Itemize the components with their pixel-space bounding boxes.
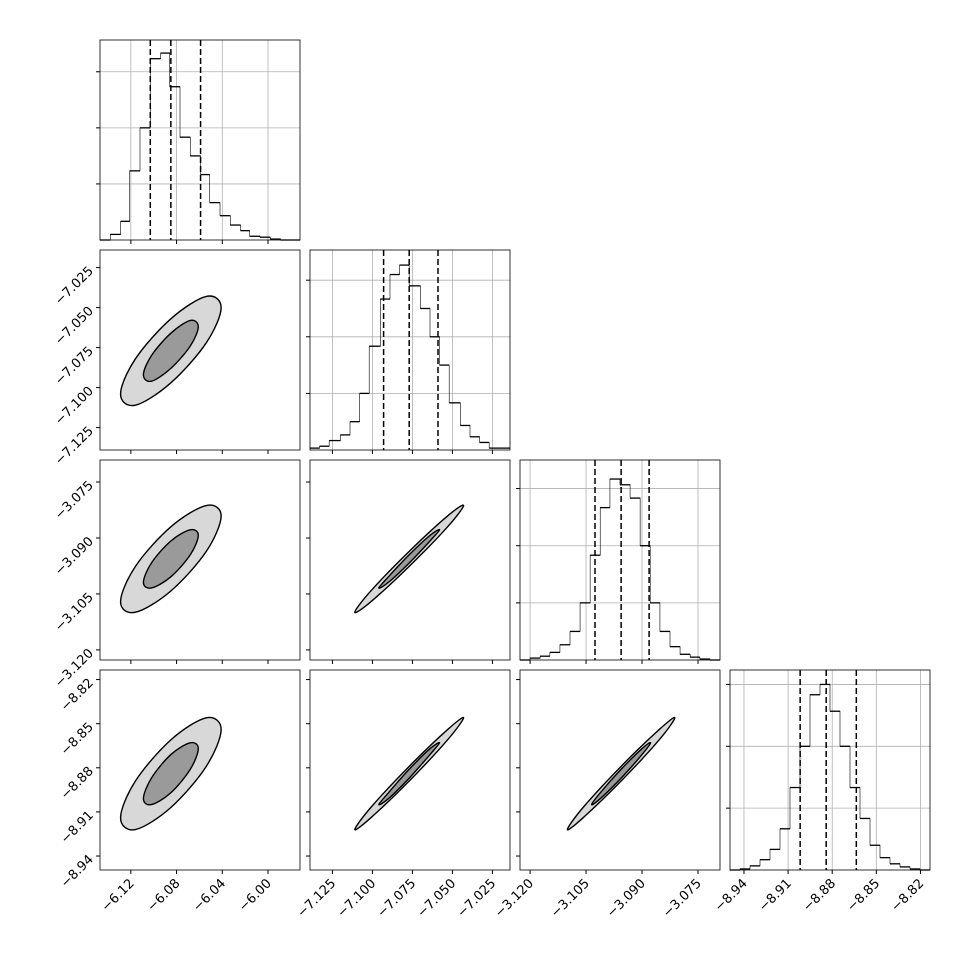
y-tick-label: −8.88 xyxy=(58,764,97,803)
histogram-outline xyxy=(520,478,720,661)
y-tick-label: −7.025 xyxy=(52,264,97,309)
x-tick-label: −8.82 xyxy=(888,876,927,915)
panel-frame xyxy=(309,669,511,871)
x-tick-label: −8.85 xyxy=(844,876,883,915)
y-tick-label: −8.94 xyxy=(58,852,97,891)
contour xyxy=(142,319,199,383)
x-tick-label: −6.08 xyxy=(145,876,184,915)
x-tick-label: −7.050 xyxy=(415,876,460,921)
contour xyxy=(378,741,441,806)
contour xyxy=(378,528,441,589)
x-tick-label: −6.00 xyxy=(236,876,275,915)
x-tick-label: −7.025 xyxy=(455,876,500,921)
panel-frame xyxy=(309,459,511,661)
y-tick-label: −7.125 xyxy=(52,424,97,469)
x-tick-label: −8.94 xyxy=(712,876,751,915)
y-tick-label: −7.100 xyxy=(52,384,97,429)
y-tick-label: −7.075 xyxy=(52,344,97,389)
x-tick-label: −3.075 xyxy=(660,876,705,921)
panel-frame xyxy=(729,669,931,871)
y-tick-label: −8.85 xyxy=(58,720,97,759)
y-tick-label: −3.090 xyxy=(52,534,97,579)
x-tick-label: −6.12 xyxy=(99,876,138,915)
y-tick-label: −3.075 xyxy=(52,478,97,523)
x-tick-label: −7.125 xyxy=(295,876,340,921)
contour xyxy=(142,741,199,806)
y-tick-label: −3.105 xyxy=(52,590,97,635)
x-tick-label: −7.075 xyxy=(375,876,420,921)
x-tick-label: −7.100 xyxy=(335,876,380,921)
x-tick-label: −3.120 xyxy=(492,876,537,921)
panel-frame xyxy=(99,39,301,241)
x-tick-label: −6.04 xyxy=(190,876,229,915)
panel-frame xyxy=(99,459,301,661)
histogram-outline xyxy=(730,684,930,871)
x-tick-label: −8.91 xyxy=(756,876,795,915)
panel-frame xyxy=(309,249,511,451)
panel-frame xyxy=(99,249,301,451)
panel-frame xyxy=(99,669,301,871)
y-tick-label: −7.050 xyxy=(52,304,97,349)
y-tick-label: −8.91 xyxy=(58,808,97,847)
histogram-outline xyxy=(310,264,510,449)
panel-frame xyxy=(519,669,721,871)
panel-frame xyxy=(519,459,721,661)
x-tick-label: −3.090 xyxy=(604,876,649,921)
contour xyxy=(590,741,652,806)
x-tick-label: −8.88 xyxy=(800,876,839,915)
x-tick-label: −3.105 xyxy=(548,876,593,921)
contour xyxy=(142,528,199,589)
